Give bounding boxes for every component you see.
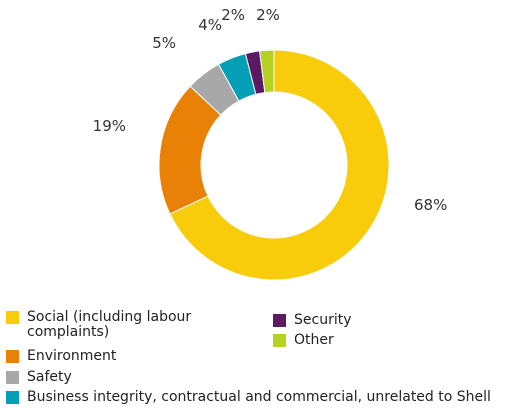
slice-label-0: 68% (414, 196, 447, 214)
slice-label-3: 4% (198, 16, 222, 34)
legend-swatch-security (273, 314, 286, 327)
legend-item-safety: Safety (6, 370, 72, 385)
slice-label-4: 2% (221, 6, 245, 24)
slice-label-2: 5% (152, 34, 176, 52)
legend-item-social: Social (including labour complaints) (6, 310, 246, 340)
donut-chart: 68%19%5%4%2% 2% (93, 6, 447, 281)
legend-swatch-other (273, 334, 286, 347)
legend-item-other: Other (273, 333, 334, 348)
legend-label-safety: Safety (27, 369, 72, 385)
legend-label-other: Other (294, 332, 334, 348)
legend-swatch-social (6, 311, 19, 324)
legend-swatch-business-integrity (6, 391, 19, 404)
legend-item-security: Security (273, 313, 352, 328)
legend-label-environment: Environment (27, 348, 117, 364)
donut-slice-0 (169, 49, 390, 281)
slice-label-1: 19% (93, 117, 126, 135)
legend-label-business-integrity: Business integrity, contractual and comm… (27, 389, 491, 405)
slice-label-5: 2% (256, 6, 280, 24)
legend-item-business-integrity: Business integrity, contractual and comm… (6, 390, 518, 405)
legend-label-social: Social (including labour complaints) (27, 309, 192, 340)
legend-item-environment: Environment (6, 349, 116, 364)
legend-swatch-environment (6, 350, 19, 363)
legend-label-security: Security (294, 312, 352, 328)
donut-slice-5 (259, 49, 275, 94)
legend-swatch-safety (6, 371, 19, 384)
